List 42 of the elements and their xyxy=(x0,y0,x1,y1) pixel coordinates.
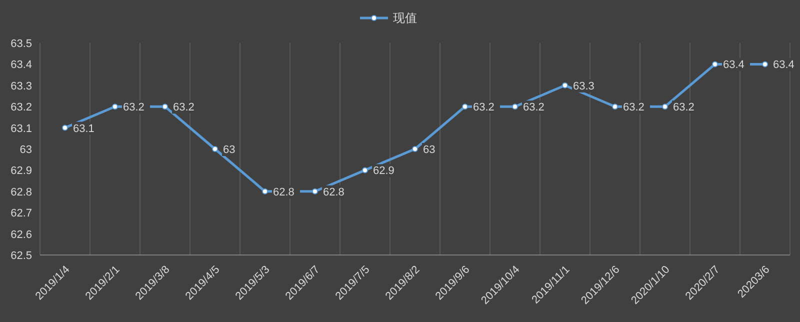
data-label: 63.2 xyxy=(623,102,644,114)
data-label: 62.9 xyxy=(373,165,394,178)
point xyxy=(612,104,618,110)
data-label: 63.4 xyxy=(773,59,794,72)
data-label: 63 xyxy=(423,144,436,156)
point xyxy=(762,61,768,68)
point xyxy=(262,188,268,194)
y-tick-label: 63 xyxy=(20,144,32,156)
y-tick-label: 62.5 xyxy=(10,250,32,262)
data-label: 63 xyxy=(223,144,236,156)
y-tick-label: 63.3 xyxy=(10,80,32,92)
data-label: 63.4 xyxy=(723,59,744,72)
y-tick-label: 62.9 xyxy=(10,165,32,178)
data-label: 63.2 xyxy=(123,102,144,114)
point xyxy=(112,104,118,110)
data-label: 62.8 xyxy=(273,186,294,198)
y-tick-label: 63.2 xyxy=(10,102,32,114)
point xyxy=(412,146,418,152)
point xyxy=(562,82,568,88)
data-label: 62.8 xyxy=(323,186,344,198)
point xyxy=(512,104,518,110)
y-tick-label: 62.8 xyxy=(10,186,32,198)
data-label: 63.2 xyxy=(523,102,544,114)
point xyxy=(162,104,168,110)
point xyxy=(362,167,368,174)
point xyxy=(62,124,68,131)
y-tick-label: 62.6 xyxy=(10,228,32,241)
data-label: 63.3 xyxy=(573,80,594,92)
data-label: 63.2 xyxy=(173,102,194,114)
point xyxy=(662,104,668,110)
y-tick-label: 62.7 xyxy=(10,208,32,220)
y-tick-label: 63.4 xyxy=(10,59,32,72)
point xyxy=(712,61,718,68)
point xyxy=(312,188,318,194)
data-label: 63.2 xyxy=(673,102,694,114)
data-label: 63.1 xyxy=(73,122,94,135)
y-tick-label: 63.1 xyxy=(10,122,32,135)
data-label: 63.2 xyxy=(473,102,494,114)
point xyxy=(462,104,468,110)
legend-label: 现值 xyxy=(393,11,417,25)
y-tick-label: 63.5 xyxy=(10,38,32,50)
point xyxy=(212,146,218,152)
